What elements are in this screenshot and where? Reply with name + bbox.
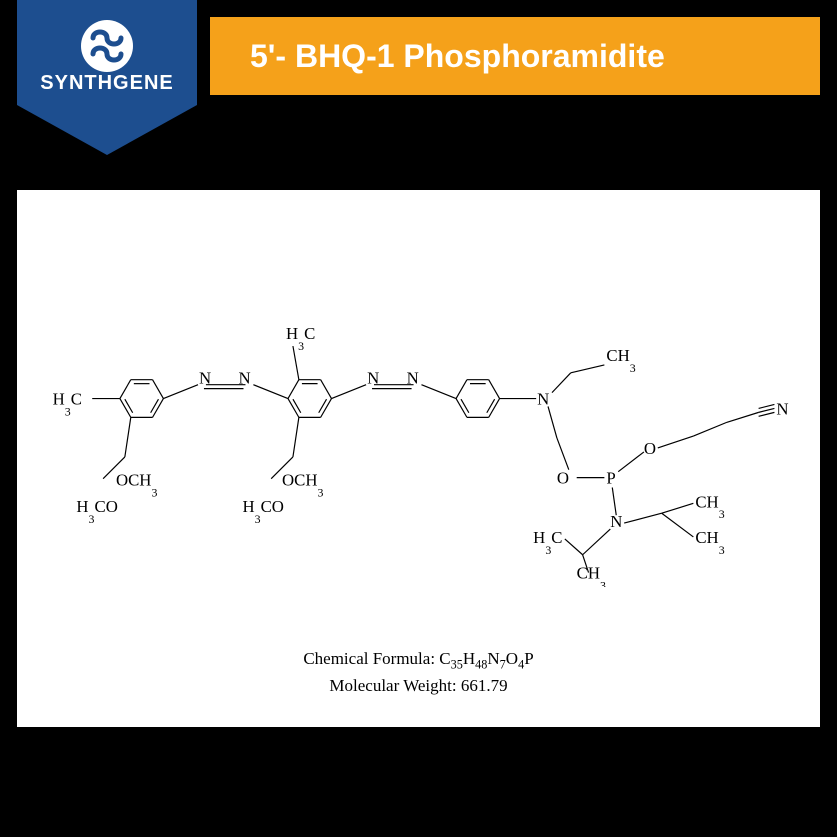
svg-text:OCH3: OCH3	[282, 471, 324, 500]
svg-text:N: N	[367, 369, 379, 388]
logo-block: SYNTHGENE	[17, 0, 227, 150]
chemical-structure: H3COCH3H3CONNH3COCH3H3CONNNCH3OPONNCH3CH…	[17, 190, 820, 647]
svg-text:CH3: CH3	[695, 493, 724, 522]
svg-text:N: N	[239, 369, 251, 388]
svg-text:O: O	[557, 469, 569, 488]
mw-label: Molecular Weight:	[329, 676, 456, 695]
svg-text:N: N	[199, 369, 211, 388]
mw-line: Molecular Weight: 661.79	[303, 674, 533, 699]
mw-value: 661.79	[461, 676, 508, 695]
header-bar: 5'- BHQ-1 Phosphoramidite	[210, 17, 820, 95]
svg-text:CH3: CH3	[577, 564, 606, 587]
svg-text:H3CO: H3CO	[76, 498, 117, 527]
svg-text:N: N	[537, 390, 549, 409]
structure-svg: H3COCH3H3CONNH3COCH3H3CONNNCH3OPONNCH3CH…	[23, 270, 814, 586]
svg-text:N: N	[610, 512, 622, 531]
formula-value: C35H48N7O4P	[439, 649, 533, 668]
synthgene-logo-icon	[79, 18, 135, 74]
svg-text:N: N	[776, 400, 788, 419]
svg-text:CH3: CH3	[606, 346, 635, 375]
svg-text:H3C: H3C	[533, 528, 562, 557]
svg-text:OCH3: OCH3	[116, 471, 158, 500]
svg-text:O: O	[644, 439, 656, 458]
formula-label: Chemical Formula:	[303, 649, 435, 668]
content-area: H3COCH3H3CONNH3COCH3H3CONNNCH3OPONNCH3CH…	[17, 190, 820, 727]
svg-text:H3C: H3C	[53, 390, 82, 419]
svg-text:P: P	[606, 469, 615, 488]
svg-text:N: N	[407, 369, 419, 388]
header-title: 5'- BHQ-1 Phosphoramidite	[250, 38, 665, 75]
svg-text:H3C: H3C	[286, 325, 315, 354]
page-root: 5'- BHQ-1 Phosphoramidite SYNTHGENE H3CO…	[0, 0, 837, 837]
svg-text:H3CO: H3CO	[243, 498, 284, 527]
svg-text:CH3: CH3	[695, 528, 724, 557]
formula-line: Chemical Formula: C35H48N7O4P	[303, 647, 533, 674]
caption: Chemical Formula: C35H48N7O4P Molecular …	[303, 647, 533, 727]
brand-name: SYNTHGENE	[17, 72, 197, 95]
